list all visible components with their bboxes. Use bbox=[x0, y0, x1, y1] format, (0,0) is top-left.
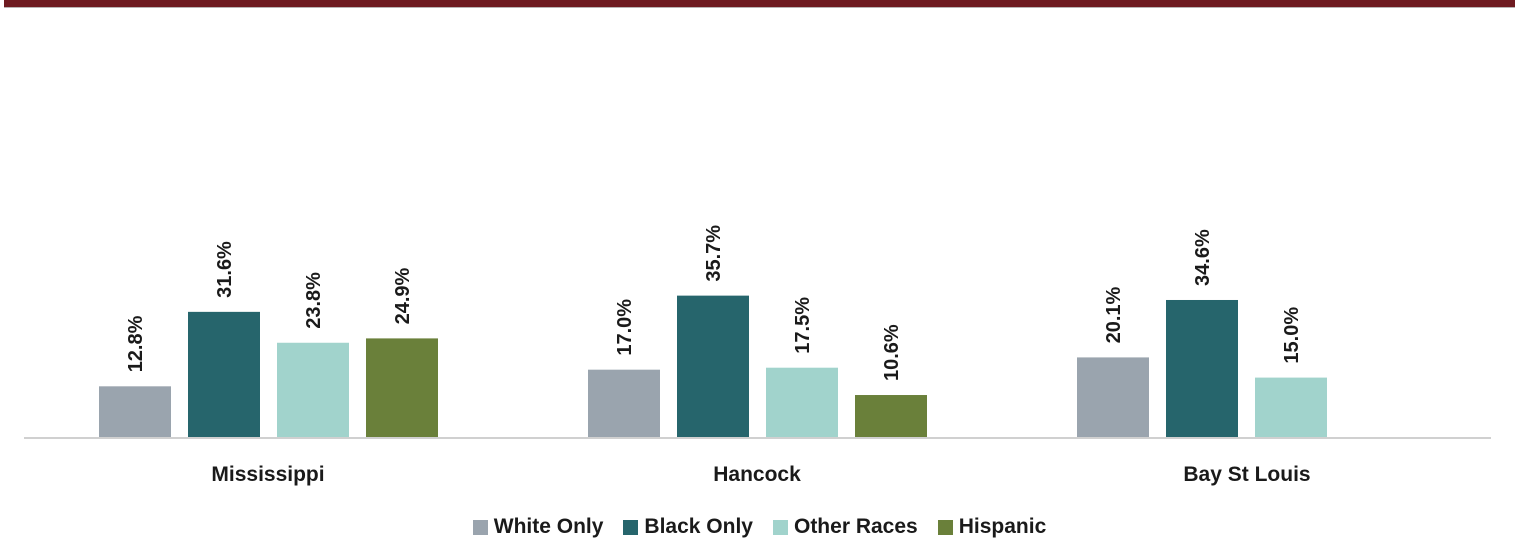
bar-other-races-hancock bbox=[766, 367, 838, 437]
data-label-other-races-mississippi: 23.8% bbox=[303, 272, 325, 329]
data-label-white-only-bay-st-louis: 20.1% bbox=[1103, 286, 1125, 343]
data-label-black-only-hancock: 35.7% bbox=[703, 225, 725, 282]
data-label-hispanic-mississippi: 24.9% bbox=[392, 267, 414, 324]
bar-black-only-bay-st-louis bbox=[1166, 299, 1238, 437]
bar-other-races-mississippi bbox=[277, 342, 349, 437]
data-label-black-only-bay-st-louis: 34.6% bbox=[1192, 229, 1214, 286]
data-label-other-races-bay-st-louis: 15.0% bbox=[1281, 307, 1303, 364]
bars-layer: 12.8% 31.6% 23.8% 24.9% 17.0% 35.7% 17.5% 10.6%… bbox=[99, 225, 1327, 437]
legend-swatch bbox=[472, 519, 488, 535]
bar-other-races-bay-st-louis bbox=[1255, 377, 1327, 437]
data-label-other-races-hancock: 17.5% bbox=[792, 297, 814, 354]
top-border-band bbox=[0, 0, 1519, 11]
legend-item-other-races: Other Races bbox=[772, 515, 918, 539]
bar-chart: 12.8% 31.6% 23.8% 24.9% 17.0% 35.7% 17.5% 10.6%… bbox=[24, 225, 1491, 486]
legend-swatch bbox=[937, 519, 953, 535]
legend-item-white-only: White Only bbox=[472, 515, 604, 539]
bar-black-only-hancock bbox=[677, 295, 749, 437]
bar-white-only-mississippi bbox=[99, 386, 171, 437]
data-label-white-only-hancock: 17.0% bbox=[614, 299, 636, 356]
bar-black-only-mississippi bbox=[188, 311, 260, 437]
legend-label: White Only bbox=[493, 515, 604, 538]
legend-swatch bbox=[623, 519, 639, 535]
data-label-black-only-mississippi: 31.6% bbox=[214, 241, 236, 298]
bar-hispanic-hancock bbox=[855, 395, 927, 437]
category-label-mississippi: Mississippi bbox=[211, 463, 324, 486]
data-label-white-only-mississippi: 12.8% bbox=[125, 315, 147, 372]
bar-white-only-hancock bbox=[588, 369, 660, 437]
legend-item-black-only: Black Only bbox=[623, 515, 753, 539]
data-label-hispanic-hancock: 10.6% bbox=[881, 324, 903, 381]
legend-label: Black Only bbox=[644, 515, 753, 538]
category-labels: Mississippi Hancock Bay St Louis bbox=[211, 463, 1310, 486]
legend-item-hispanic: Hispanic bbox=[937, 515, 1047, 539]
legend: White Only Black Only Other Races Hispanic bbox=[0, 512, 1519, 542]
legend-swatch bbox=[772, 519, 788, 535]
bar-white-only-bay-st-louis bbox=[1077, 357, 1149, 437]
bar-hispanic-mississippi bbox=[366, 338, 438, 437]
legend-label: Other Races bbox=[793, 515, 918, 538]
category-label-bay-st-louis: Bay St Louis bbox=[1183, 463, 1310, 486]
category-label-hancock: Hancock bbox=[713, 463, 801, 486]
legend-label: Hispanic bbox=[958, 515, 1047, 538]
top-accent-bar bbox=[4, 0, 1515, 8]
